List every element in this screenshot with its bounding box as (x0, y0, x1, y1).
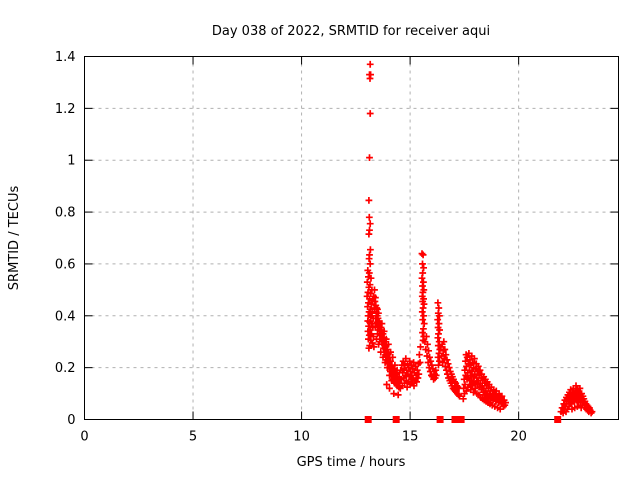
y-axis-label: SRMTID / TECUs (7, 186, 22, 291)
square-marker (451, 416, 459, 423)
square-marker (457, 416, 465, 423)
y-tick-label: 0.4 (55, 309, 76, 324)
y-tick-label: 0.2 (55, 361, 76, 376)
y-tick-label: 0.8 (55, 206, 76, 221)
plot-border (84, 56, 619, 420)
y-tick-label: 1.4 (55, 50, 76, 65)
axis-ticks (84, 56, 619, 420)
tick-labels: 0 5 10 15 20 0 0.2 0.4 0.6 0.8 1 1.2 1.4 (55, 50, 527, 445)
x-tick-label: 5 (189, 430, 197, 445)
x-tick-label: 0 (80, 430, 88, 445)
x-tick-label: 20 (510, 430, 527, 445)
y-tick-label: 1 (67, 154, 75, 169)
grid-lines (84, 56, 619, 420)
y-tick-label: 0.6 (55, 257, 76, 272)
x-tick-label: 15 (402, 430, 419, 445)
plus-marker-series (363, 60, 596, 417)
y-tick-label: 0 (67, 413, 75, 428)
square-marker (436, 416, 444, 423)
square-marker (392, 416, 400, 423)
square-marker (554, 416, 562, 423)
y-tick-label: 1.2 (55, 102, 76, 117)
data-points (363, 60, 596, 423)
square-marker (364, 416, 372, 423)
x-tick-label: 10 (293, 430, 310, 445)
chart-title: Day 038 of 2022, SRMTID for receiver aqu… (212, 24, 490, 39)
x-axis-label: GPS time / hours (297, 455, 406, 470)
